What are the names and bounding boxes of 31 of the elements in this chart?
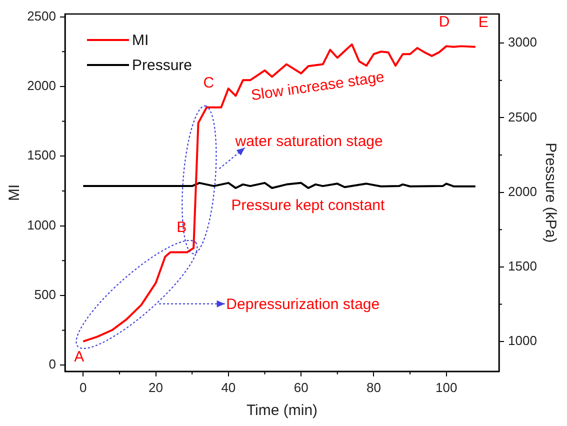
legend-label: MI bbox=[132, 32, 149, 50]
x-tick-label: 0 bbox=[80, 380, 87, 395]
y2-tick-label: 1500 bbox=[508, 258, 537, 274]
y2-tick-label: 3000 bbox=[508, 34, 537, 50]
annotation: Pressure kept constant bbox=[231, 197, 386, 214]
annotation: water saturation stage bbox=[234, 132, 383, 150]
x-tick-label: 40 bbox=[221, 380, 236, 395]
annotation: D bbox=[438, 13, 450, 30]
y-tick-label: 1500 bbox=[27, 148, 56, 163]
y-tick-label: 500 bbox=[34, 287, 56, 302]
y2-tick-label: 2000 bbox=[508, 184, 537, 199]
legend-label: Pressure bbox=[132, 57, 192, 74]
y2-axis-title: Pressure (kPa) bbox=[542, 142, 559, 243]
x-tick-label: 60 bbox=[294, 380, 308, 395]
annotation: A bbox=[74, 348, 84, 366]
annotation: B bbox=[176, 219, 187, 236]
y-tick-label: 2000 bbox=[27, 78, 56, 94]
x-axis-title: Time (min) bbox=[246, 402, 318, 420]
y-tick-label: 1000 bbox=[27, 217, 56, 232]
annotation: Slow increase stage bbox=[250, 68, 386, 104]
y-tick-label: 0 bbox=[48, 356, 56, 372]
x-tick-label: 20 bbox=[148, 380, 164, 395]
x-tick-label: 80 bbox=[366, 380, 381, 395]
y-axis-title: MI bbox=[6, 184, 24, 202]
x-tick-label: 100 bbox=[435, 380, 458, 395]
y2-tick-label: 1000 bbox=[508, 333, 537, 348]
annotation: Depressurization stage bbox=[226, 296, 380, 313]
y-tick-label: 2500 bbox=[27, 8, 56, 24]
annotation: C bbox=[203, 74, 214, 92]
y2-tick-label: 2500 bbox=[508, 109, 537, 124]
annotation: E bbox=[478, 14, 488, 32]
